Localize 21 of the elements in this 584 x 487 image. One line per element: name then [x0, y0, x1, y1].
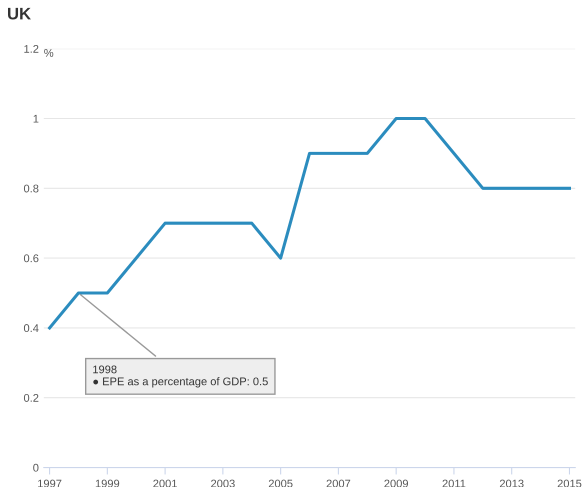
y-tick-label: 0.8 [24, 184, 38, 192]
x-tick-label: 2007 [326, 480, 350, 487]
y-tick-label: 0.4 [24, 324, 39, 332]
x-tick-label: 2001 [153, 480, 177, 487]
x-tick-label: 2003 [211, 480, 235, 487]
line-series [48, 116, 571, 330]
y-tick-label: 0.6 [24, 254, 38, 262]
x-tick-label: 2005 [268, 480, 293, 487]
y-tick-label: 0 [33, 464, 39, 472]
x-tick-label: 1999 [96, 480, 120, 487]
y-tick-label: 1.2 [24, 44, 38, 53]
x-tick-label: 2009 [384, 480, 408, 487]
y-tick-label: 1 [34, 114, 38, 123]
x-tick-label: 2011 [442, 480, 466, 487]
y-tick-label: 0.2 [24, 394, 38, 402]
annotation: 1998 ● EPE as a percentage of GDP: 0.5 [93, 365, 268, 388]
chart-title: UK [8, 8, 31, 20]
x-tick-label: 1997 [38, 480, 62, 487]
y-axis-title: % [44, 49, 54, 57]
x-tick-label: 2013 [500, 480, 524, 487]
x-tick-label: 2015 [558, 480, 582, 487]
